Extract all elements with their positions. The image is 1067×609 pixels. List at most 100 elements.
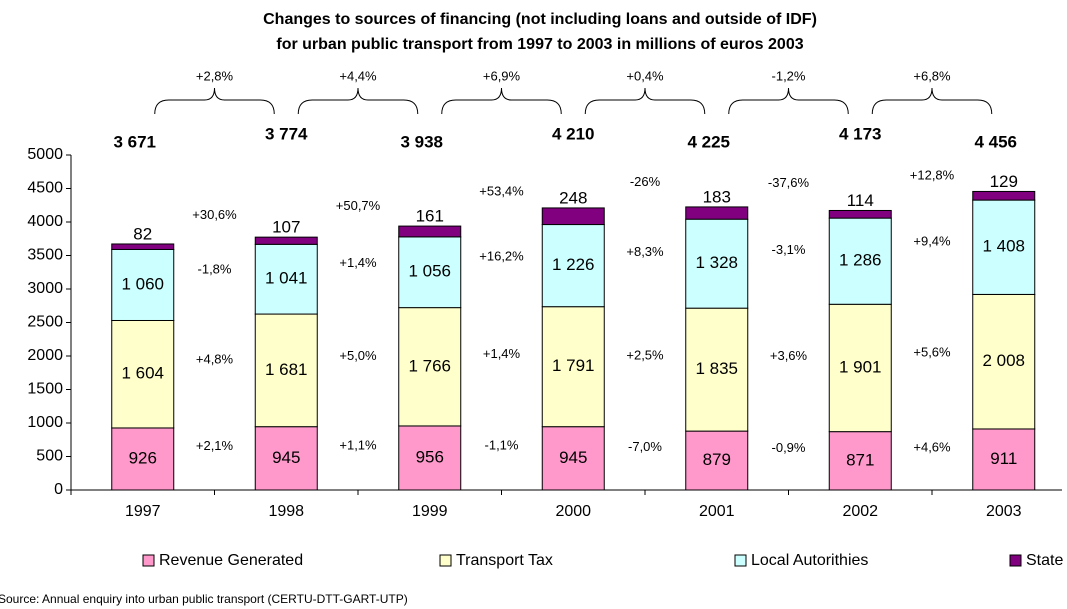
change-label: +5,0% [339, 348, 377, 363]
bar-segment [828, 209, 892, 219]
data-label: 107 [272, 218, 300, 237]
bar-segment [685, 206, 749, 220]
bar-segment [111, 427, 175, 491]
change-label: +2,1% [196, 438, 234, 453]
bar-segment [685, 430, 749, 491]
y-tick-label: 3000 [27, 280, 63, 297]
data-label: 248 [559, 188, 587, 207]
change-label: +9,4% [913, 234, 951, 249]
change-label: +1,1% [339, 438, 377, 453]
data-label: 1 226 [552, 255, 595, 274]
total-change-label: +6,8% [913, 68, 951, 83]
data-label: 945 [559, 448, 587, 467]
bar-segment [254, 313, 318, 428]
x-tick-label: 2001 [699, 503, 735, 520]
data-label: 1 328 [695, 253, 738, 272]
change-label: +30,6% [192, 207, 237, 222]
y-tick-label: 3500 [27, 247, 63, 264]
change-label: -26% [630, 174, 661, 189]
brace [584, 87, 706, 115]
y-tick-label: 2000 [27, 347, 63, 364]
x-tick-label: 1998 [268, 503, 304, 520]
total-change-label: +2,8% [196, 68, 234, 83]
x-tick-label: 2003 [986, 503, 1022, 520]
data-label: 161 [416, 207, 444, 226]
change-label: +53,4% [479, 183, 524, 198]
chart-title: for urban public transport from 1997 to … [276, 36, 803, 53]
data-label: 871 [846, 450, 874, 469]
data-label: 1 901 [839, 357, 882, 376]
bar-segment [111, 319, 175, 429]
brace [297, 87, 419, 115]
bar-segment [685, 218, 749, 309]
change-label: +2,5% [626, 348, 664, 363]
x-tick-label: 1999 [412, 503, 448, 520]
total-label: 3 774 [265, 124, 308, 143]
change-label: -3,1% [772, 242, 806, 257]
bar-segment [972, 293, 1036, 430]
change-label: +16,2% [479, 248, 524, 263]
change-label: +3,6% [770, 348, 808, 363]
data-label: 1 835 [695, 359, 738, 378]
total-label: 4 173 [839, 124, 882, 143]
y-tick-label: 4500 [27, 180, 63, 197]
data-label: 1 041 [265, 269, 308, 288]
bar-segment [254, 236, 318, 245]
bar-segment [828, 303, 892, 433]
change-label: +4,8% [196, 352, 234, 367]
bar-segment [972, 199, 1036, 295]
bar-segment [111, 243, 175, 250]
data-label: 129 [990, 172, 1018, 191]
y-tick-label: 500 [36, 448, 63, 465]
brace [154, 87, 275, 115]
brace [728, 87, 849, 115]
data-label: 2 008 [982, 351, 1025, 370]
data-label: 1 604 [121, 364, 164, 383]
data-label: 926 [129, 448, 157, 467]
legend-swatch [439, 554, 452, 567]
bar-segment [541, 426, 605, 491]
change-label: +50,7% [336, 198, 381, 213]
bar-segment [828, 217, 892, 305]
y-tick-label: 1500 [27, 381, 63, 398]
bar-segment [254, 426, 318, 491]
bar-segment [541, 224, 605, 308]
data-label: 1 681 [265, 360, 308, 379]
change-label: +1,4% [339, 255, 377, 270]
change-label: -7,0% [628, 439, 662, 454]
legend-label: Revenue Generated [159, 552, 303, 569]
data-label: 1 408 [982, 237, 1025, 256]
source-note: Source: Annual enquiry into urban public… [0, 592, 408, 606]
x-tick-label: 1997 [125, 503, 161, 520]
data-label: 1 056 [408, 262, 451, 281]
legend-swatch [734, 554, 747, 567]
data-label: 114 [847, 191, 874, 210]
data-label: 1 286 [839, 251, 882, 270]
bar-segment [398, 307, 462, 427]
data-label: 1 766 [408, 356, 451, 375]
bar-segment [398, 225, 462, 238]
x-tick-label: 2000 [555, 503, 591, 520]
data-label: 82 [133, 224, 152, 243]
y-tick-label: 5000 [27, 146, 63, 163]
total-change-label: +4,4% [339, 68, 377, 83]
legend-label: State [1026, 552, 1063, 569]
data-label: 183 [703, 187, 731, 206]
data-label: 1 060 [121, 274, 164, 293]
brace [441, 87, 562, 115]
total-label: 3 938 [400, 132, 443, 151]
bar-segment [111, 248, 175, 321]
x-tick-label: 2002 [842, 503, 878, 520]
legend-swatch [1009, 554, 1022, 567]
data-label: 911 [990, 449, 1017, 468]
total-label: 3 671 [113, 132, 156, 151]
bar-segment [254, 243, 318, 315]
bar-segment [972, 190, 1036, 201]
total-label: 4 225 [687, 132, 730, 151]
bar-segment [398, 236, 462, 309]
bar-segment [972, 428, 1036, 491]
y-tick-label: 2500 [27, 314, 63, 331]
change-label: +8,3% [626, 244, 664, 259]
change-label: -37,6% [768, 175, 810, 190]
